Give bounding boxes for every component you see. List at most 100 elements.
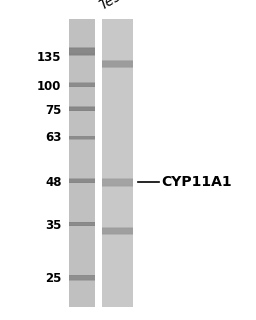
Bar	[102, 179, 133, 186]
Bar	[102, 228, 133, 234]
Bar	[69, 222, 95, 226]
Bar	[102, 60, 133, 68]
Bar	[69, 137, 95, 139]
Text: 135: 135	[37, 51, 61, 64]
Bar	[69, 49, 95, 53]
Bar	[69, 83, 95, 86]
Bar	[69, 107, 95, 111]
Bar	[102, 228, 133, 234]
Bar	[69, 276, 95, 280]
Bar	[69, 82, 95, 87]
Bar	[69, 179, 95, 183]
Text: 35: 35	[45, 219, 61, 232]
Bar	[69, 48, 95, 54]
Bar	[69, 136, 95, 139]
Bar	[69, 179, 95, 183]
Bar	[69, 107, 95, 111]
Bar	[69, 84, 95, 86]
Bar	[69, 107, 95, 111]
Bar	[69, 48, 95, 55]
Bar	[69, 222, 95, 226]
Bar	[102, 180, 133, 184]
Bar	[102, 60, 133, 68]
Bar	[69, 180, 95, 182]
Bar	[102, 62, 133, 66]
Text: CYP11A1: CYP11A1	[161, 175, 232, 189]
Bar	[69, 222, 95, 226]
Bar	[69, 136, 95, 140]
Bar	[69, 83, 95, 87]
Bar	[69, 179, 95, 182]
Bar	[69, 276, 95, 279]
Bar	[102, 180, 133, 185]
Bar	[102, 227, 133, 235]
Bar	[69, 108, 95, 110]
Bar	[69, 107, 95, 110]
Bar	[69, 83, 95, 86]
Bar	[102, 60, 133, 67]
Bar	[69, 48, 95, 54]
Bar	[69, 82, 95, 87]
Bar	[69, 275, 95, 280]
Bar	[102, 180, 133, 185]
Bar	[102, 178, 133, 187]
Bar	[69, 275, 95, 281]
Bar	[69, 48, 95, 55]
Bar	[69, 222, 95, 226]
Bar	[69, 107, 95, 111]
Bar	[69, 223, 95, 225]
Bar	[69, 275, 95, 281]
Bar	[102, 178, 133, 187]
Bar	[69, 179, 95, 183]
Text: 63: 63	[45, 131, 61, 144]
Bar	[102, 179, 133, 186]
Bar	[69, 47, 95, 56]
Bar	[102, 227, 133, 235]
Bar	[69, 136, 95, 139]
Bar	[102, 19, 133, 307]
Bar	[102, 180, 133, 184]
Bar	[102, 61, 133, 67]
Text: 75: 75	[45, 104, 61, 117]
Bar	[69, 108, 95, 110]
Bar	[69, 179, 95, 182]
Bar	[69, 136, 95, 139]
Bar	[69, 107, 95, 111]
Bar	[102, 229, 133, 233]
Bar	[69, 84, 95, 86]
Bar	[102, 228, 133, 234]
Bar	[102, 228, 133, 234]
Bar	[102, 228, 133, 234]
Bar	[69, 275, 95, 280]
Bar	[102, 62, 133, 66]
Bar	[69, 222, 95, 226]
Bar	[69, 136, 95, 140]
Text: Testis: Testis	[97, 0, 138, 13]
Bar	[102, 179, 133, 186]
Bar	[69, 275, 95, 280]
Bar	[69, 137, 95, 139]
Text: 100: 100	[37, 80, 61, 93]
Bar	[69, 83, 95, 87]
Bar	[69, 179, 95, 183]
Bar	[69, 180, 95, 182]
Bar	[69, 19, 95, 307]
Bar	[69, 223, 95, 225]
Bar	[69, 83, 95, 87]
Bar	[69, 222, 95, 226]
Bar	[69, 136, 95, 139]
Bar	[69, 222, 95, 226]
Bar	[69, 179, 95, 183]
Text: 48: 48	[45, 176, 61, 189]
Text: 25: 25	[45, 272, 61, 285]
Bar	[102, 61, 133, 67]
Bar	[102, 229, 133, 233]
Bar	[102, 60, 133, 68]
Bar	[102, 60, 133, 68]
Bar	[69, 49, 95, 53]
Bar	[69, 136, 95, 139]
Bar	[69, 276, 95, 280]
Bar	[69, 47, 95, 56]
Bar	[69, 48, 95, 54]
Bar	[69, 276, 95, 279]
